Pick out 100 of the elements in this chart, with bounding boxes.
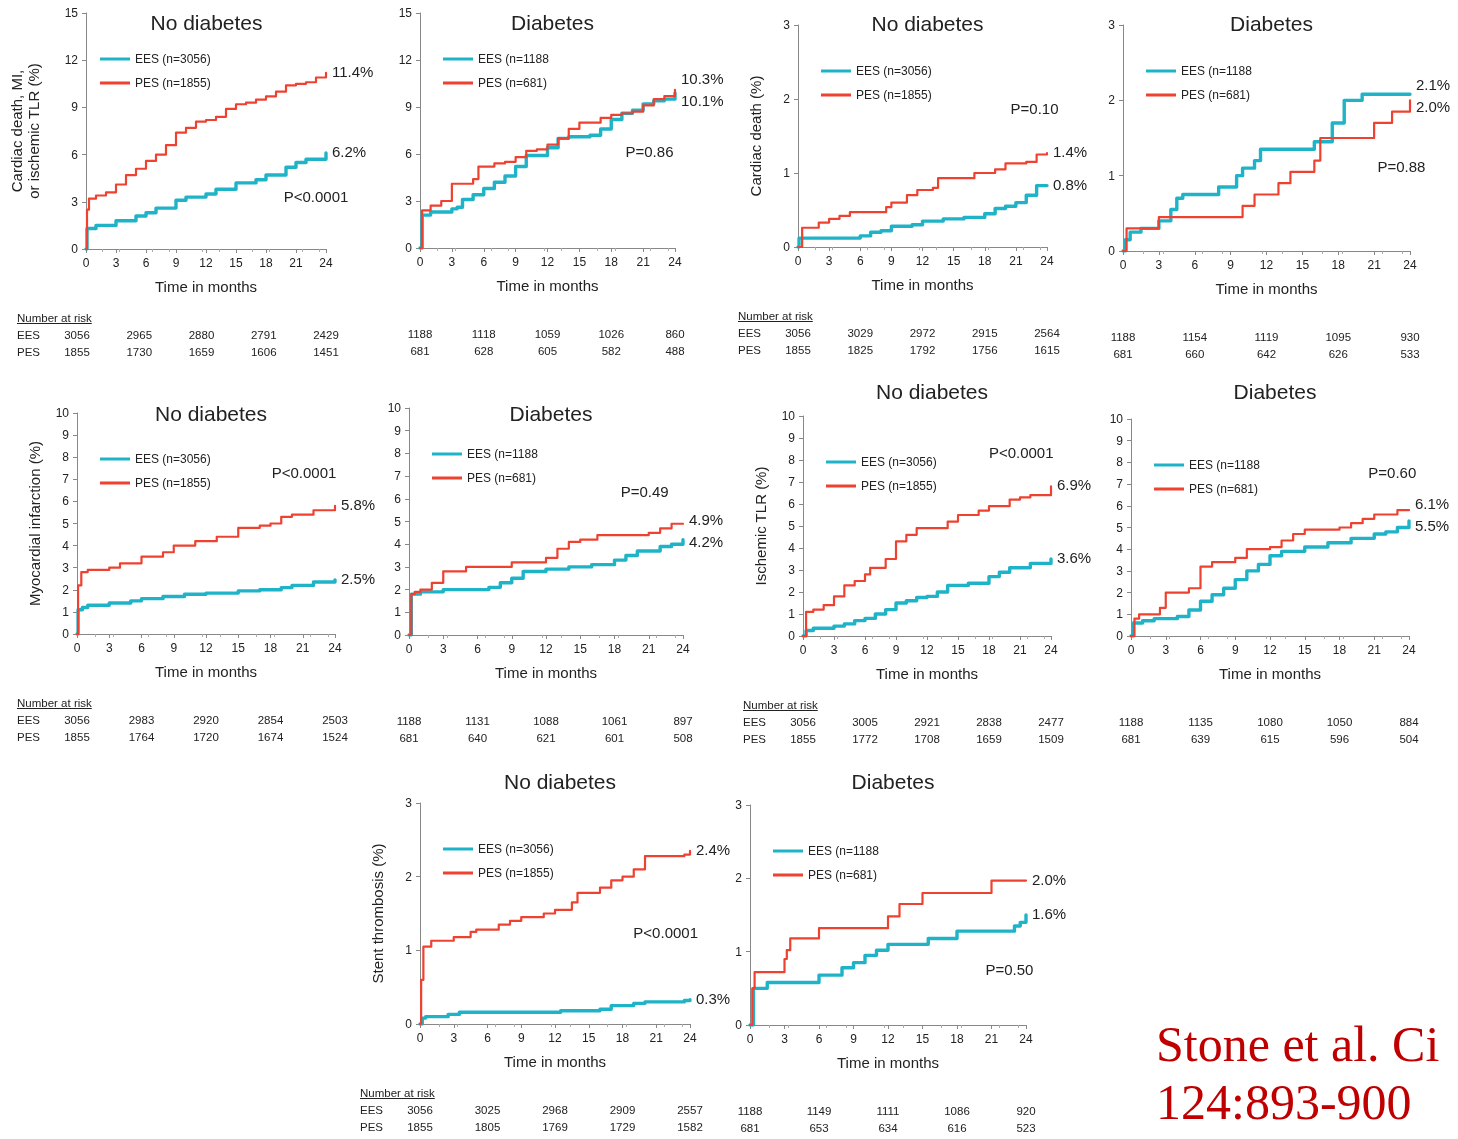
- x-tick-label: 6: [861, 643, 869, 657]
- x-axis-title: Time in months: [495, 664, 597, 681]
- text: 4.9%: [689, 510, 724, 528]
- y-tick-label: 2: [783, 92, 791, 106]
- y-tick-label: 6: [405, 147, 413, 161]
- x-tick-label: 9: [512, 255, 520, 269]
- x-tick-label: 6: [484, 1031, 492, 1045]
- x-tick-label: 3: [830, 643, 838, 657]
- x-tick-label: 24: [319, 256, 333, 270]
- y-tick-label: 1: [62, 604, 70, 619]
- y-tick-label: 4: [788, 541, 796, 555]
- x-tick-label: 12: [920, 643, 934, 657]
- text: 1188 1135 1080 1050 884: [1118, 716, 1419, 728]
- x-tick-label: 12: [540, 255, 555, 269]
- legend-label: PES (n=1855): [861, 479, 937, 493]
- text: 1188 1118 1059 1026 860: [407, 328, 685, 340]
- y-tick-label: 3: [735, 798, 743, 812]
- x-tick-label: 18: [259, 256, 273, 270]
- y-tick-label: 4: [394, 537, 402, 552]
- annotation: P<0.0001: [271, 463, 337, 481]
- text: Number at risk: [17, 697, 92, 709]
- legend-label: PES (n=681): [1181, 88, 1251, 102]
- y-tick-label: 7: [394, 469, 402, 484]
- x-axis-title: Time in months: [1215, 280, 1318, 297]
- legend-label: EES (n=1188: [808, 844, 880, 858]
- annotation: P<0.0001: [283, 188, 349, 206]
- x-tick-label: 9: [850, 1032, 858, 1046]
- legend-label: PES (n=681): [478, 76, 548, 90]
- x-tick-label: 12: [1259, 258, 1274, 272]
- x-tick-label: 18: [263, 641, 278, 655]
- x-tick-label: 15: [1298, 643, 1312, 657]
- legend-label: PES (n=681): [808, 868, 878, 882]
- x-tick-label: 21: [636, 255, 651, 269]
- y-tick-label: 8: [62, 450, 70, 465]
- text: EES 3056 2965 2880 2791 2429: [17, 329, 339, 341]
- legend-label: EES (n=3056): [135, 452, 211, 466]
- y-tick-label: 8: [1116, 455, 1124, 470]
- x-tick-label: 15: [582, 1031, 596, 1045]
- x-tick-label: 9: [1227, 258, 1235, 272]
- y-tick-label: 8: [788, 453, 796, 467]
- y-tick-label: 5: [788, 519, 796, 533]
- y-tick-label: 3: [405, 796, 413, 810]
- y-tick-label: 0: [405, 1017, 413, 1031]
- text: 124:893-900: [1156, 1073, 1412, 1131]
- chart-title: No diabetes: [871, 12, 984, 35]
- text: 2.1%: [1416, 76, 1451, 94]
- text: 681 653 634 616 523: [740, 1122, 1036, 1134]
- x-axis-title: Time in months: [155, 663, 257, 680]
- y-tick-label: 0: [71, 242, 79, 256]
- text: 5.5%: [1415, 516, 1450, 534]
- y-tick-label: 0: [735, 1018, 743, 1032]
- y-tick-label: 2: [788, 585, 796, 599]
- text: Number at risk: [743, 699, 818, 711]
- y-tick-label: 1: [735, 944, 743, 959]
- legend-label: PES (n=681): [1189, 482, 1259, 496]
- y-axis-title: Myocardial infarction (%): [26, 440, 43, 607]
- annotation: P=0.88: [1377, 158, 1426, 176]
- text: PES 1855 1730 1659 1606 1451: [17, 346, 339, 358]
- x-tick-label: 15: [915, 1032, 930, 1046]
- x-tick-label: 21: [1367, 258, 1382, 272]
- x-tick-label: 21: [296, 641, 310, 655]
- y-tick-label: 3: [1116, 563, 1124, 578]
- y-tick-label: 9: [405, 100, 413, 114]
- x-tick-label: 3: [448, 255, 456, 269]
- x-tick-label: 12: [539, 642, 553, 656]
- text: 3.6%: [1057, 549, 1092, 566]
- x-tick-label: 15: [946, 254, 961, 268]
- x-tick-label: 0: [416, 1031, 424, 1045]
- text: 10.1%: [681, 92, 724, 110]
- x-axis-title: Time in months: [871, 276, 974, 293]
- y-tick-label: 15: [398, 6, 413, 20]
- text: EES 3056 3005 2921 2838 2477: [743, 716, 1064, 728]
- x-tick-label: 6: [142, 256, 150, 270]
- text: EES 3056 3025 2968 2909 2557: [360, 1104, 703, 1116]
- x-tick-label: 24: [668, 255, 682, 269]
- x-tick-label: 3: [1162, 643, 1170, 657]
- text: 5.8%: [341, 495, 376, 513]
- y-tick-label: 0: [394, 628, 402, 642]
- x-tick-label: 0: [799, 643, 807, 657]
- x-tick-label: 18: [978, 254, 992, 268]
- x-tick-label: 6: [856, 254, 864, 268]
- annotation: P<0.0001: [988, 444, 1054, 462]
- x-tick-label: 18: [615, 1031, 630, 1045]
- legend-label: PES (n=1855): [478, 866, 554, 880]
- y-tick-label: 7: [62, 472, 70, 487]
- y-tick-label: 2: [735, 871, 743, 886]
- x-tick-label: 24: [676, 642, 690, 656]
- y-tick-label: 0: [788, 629, 796, 643]
- x-tick-label: 6: [815, 1032, 823, 1046]
- y-tick-label: 0: [62, 627, 70, 641]
- x-tick-label: 6: [138, 641, 146, 655]
- x-tick-label: 21: [642, 642, 656, 656]
- x-axis-title: Time in months: [876, 665, 978, 682]
- x-tick-label: 15: [572, 255, 587, 269]
- text: Number at risk: [17, 312, 92, 324]
- y-tick-label: 1: [1116, 607, 1124, 622]
- x-axis-title: Time in months: [504, 1053, 606, 1070]
- y-tick-label: 6: [788, 497, 796, 511]
- x-tick-label: 9: [892, 643, 900, 657]
- y-tick-label: 10: [55, 406, 70, 420]
